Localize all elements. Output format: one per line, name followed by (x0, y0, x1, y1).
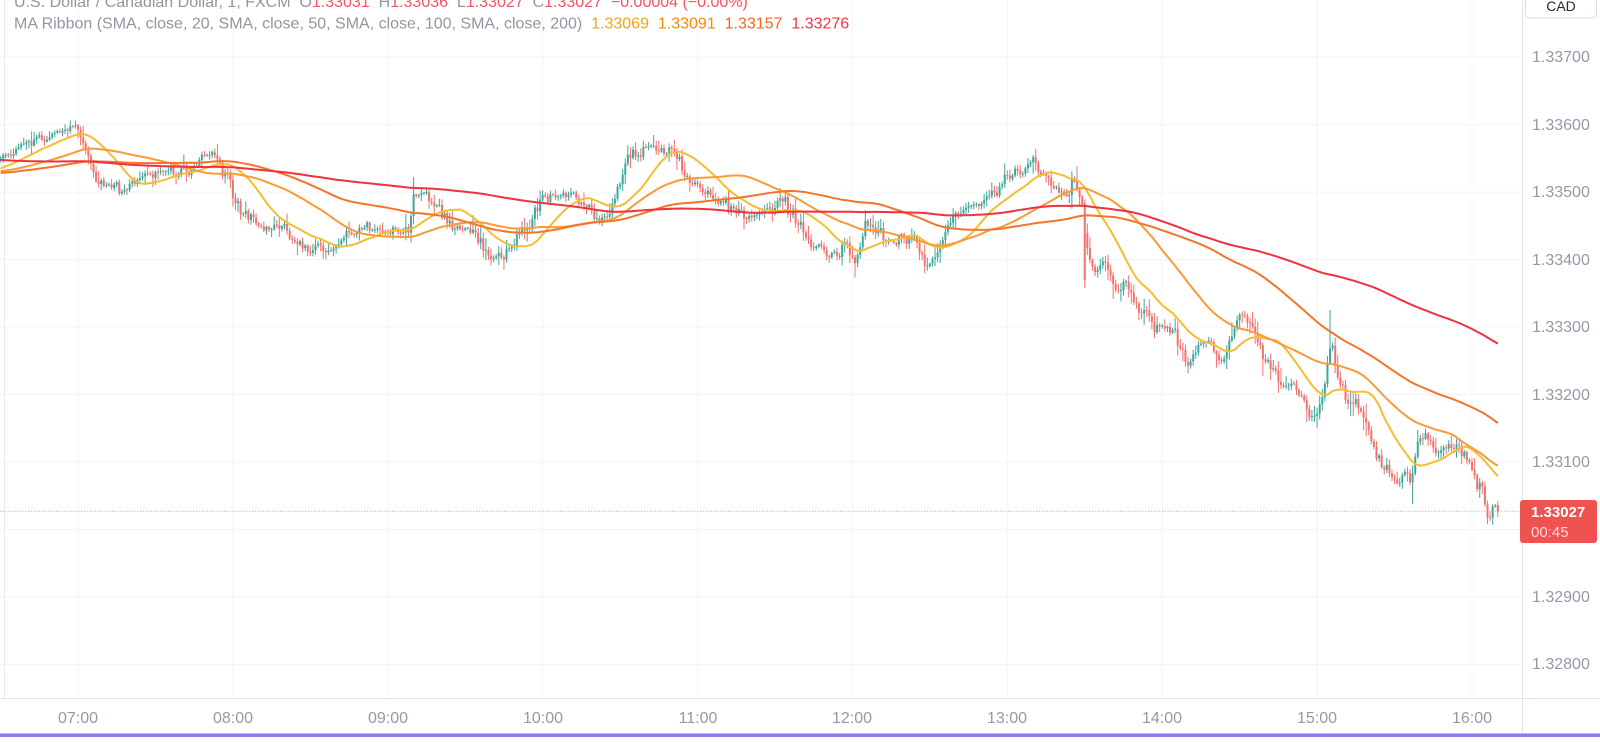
svg-text:14:00: 14:00 (1142, 710, 1182, 727)
svg-text:12:00: 12:00 (832, 710, 872, 727)
svg-text:CAD: CAD (1546, 0, 1576, 14)
svg-text:13:00: 13:00 (987, 710, 1027, 727)
svg-text:1.33600: 1.33600 (1532, 117, 1590, 134)
svg-text:11:00: 11:00 (679, 710, 718, 727)
svg-text:1.33500: 1.33500 (1532, 184, 1590, 201)
svg-text:U.S. Dollar / Canadian Dollar,: U.S. Dollar / Canadian Dollar, 1, FXCM O… (14, 0, 748, 11)
svg-text:00:45: 00:45 (1531, 524, 1569, 541)
svg-text:1.32900: 1.32900 (1532, 589, 1590, 606)
svg-text:15:00: 15:00 (1297, 710, 1337, 727)
svg-text:1.33400: 1.33400 (1532, 252, 1590, 269)
svg-text:09:00: 09:00 (368, 710, 408, 727)
svg-text:1.33200: 1.33200 (1532, 387, 1590, 404)
svg-text:1.33027: 1.33027 (1531, 504, 1585, 521)
svg-text:1.33700: 1.33700 (1532, 49, 1590, 66)
svg-text:1.32800: 1.32800 (1532, 656, 1590, 673)
svg-text:08:00: 08:00 (213, 710, 253, 727)
svg-text:MA Ribbon (SMA, close, 20, SMA: MA Ribbon (SMA, close, 20, SMA, close, 5… (14, 16, 849, 33)
svg-text:16:00: 16:00 (1452, 710, 1492, 727)
svg-text:10:00: 10:00 (523, 710, 563, 727)
svg-text:07:00: 07:00 (58, 710, 98, 727)
svg-text:1.33100: 1.33100 (1532, 454, 1590, 471)
svg-text:1.33300: 1.33300 (1532, 319, 1590, 336)
